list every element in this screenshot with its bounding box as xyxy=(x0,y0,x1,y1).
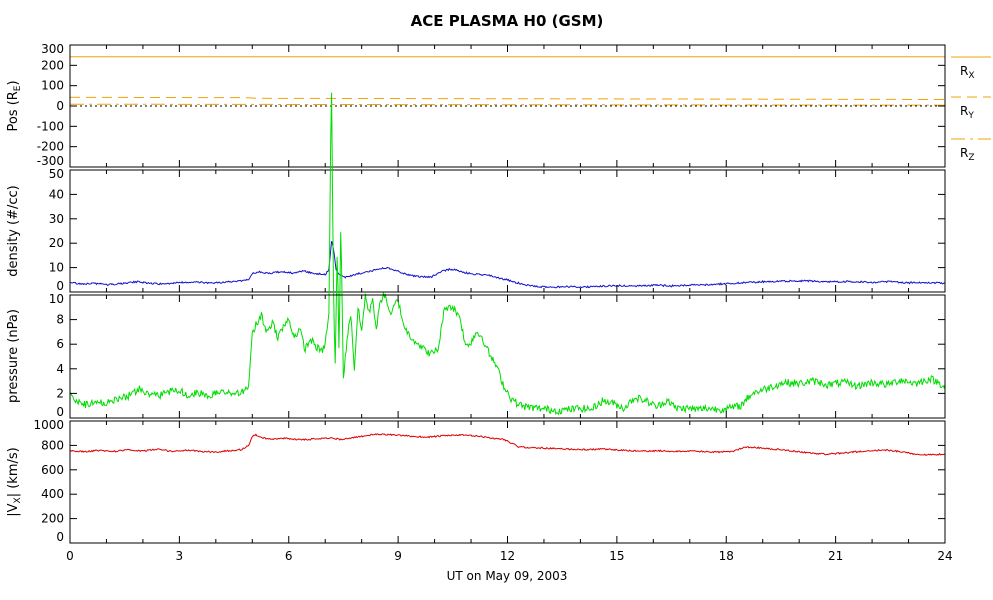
y-axis-label-speed: |VX| (km/s) xyxy=(6,447,23,516)
series-density xyxy=(70,241,945,289)
ylabel-post: | (km/s) xyxy=(6,447,21,497)
legend-sub: Z xyxy=(968,153,974,163)
y-tick-label: 4 xyxy=(56,362,64,376)
panel-speed: 0 200 400 600 800 1000 0 3 6 9 12 15 18 21 24 xyxy=(33,418,952,563)
x-axis-label: UT on May 09, 2003 xyxy=(447,569,568,583)
x-tick-label: 24 xyxy=(937,549,952,563)
legend-pre: R xyxy=(960,104,968,118)
panel-position: -300-200 -100 0 100 200 300 xyxy=(37,42,946,168)
y-tick-label: 800 xyxy=(41,438,64,452)
x-tick-label: 12 xyxy=(500,549,515,563)
legend-pre: R xyxy=(960,146,968,160)
y-tick-label: 200 xyxy=(41,58,64,72)
series-pressure xyxy=(70,92,945,416)
ylabel-pre: |V xyxy=(6,503,21,516)
legend-label-ry: RY xyxy=(960,104,974,121)
y-tick-label: 6 xyxy=(56,337,64,351)
y-tick-label: 50 xyxy=(49,167,64,181)
y-tick-label: 2 xyxy=(56,386,64,400)
x-tick-label: 3 xyxy=(176,549,184,563)
y-tick-label: 100 xyxy=(41,79,64,93)
y-tick-label: 300 xyxy=(41,42,64,56)
series-R_Y xyxy=(70,96,945,100)
y-tick-label: 8 xyxy=(56,313,64,327)
y-tick-label: -300 xyxy=(37,154,64,168)
y-axis-label-pressure: pressure (nPa) xyxy=(6,309,21,403)
y-axis-label-density: density (#/cc) xyxy=(6,185,21,277)
x-tick-label: 21 xyxy=(828,549,843,563)
x-tick-label: 18 xyxy=(719,549,734,563)
y-tick-label: 600 xyxy=(41,463,64,477)
ylabel-pre: Pos (R xyxy=(6,91,21,131)
legend-label-rx: RX xyxy=(960,64,975,81)
y-tick-label: 1000 xyxy=(33,418,64,432)
x-tick-label: 6 xyxy=(285,549,293,563)
ylabel-pre: pressure (nPa) xyxy=(6,309,21,403)
ylabel-post: ) xyxy=(6,80,21,85)
panel-pressure: 0 2 4 6 8 10 xyxy=(49,92,946,419)
y-tick-label: 0 xyxy=(56,530,64,544)
y-tick-label: 20 xyxy=(49,236,64,250)
y-tick-label: 10 xyxy=(49,292,64,306)
x-tick-label: 15 xyxy=(609,549,624,563)
y-tick-label: 40 xyxy=(49,187,64,201)
panel-box xyxy=(69,294,946,419)
chart-title: ACE PLASMA H0 (GSM) xyxy=(411,12,604,30)
panel-density: 0 10 20 30 40 50 xyxy=(49,167,946,293)
legend-label-rz: RZ xyxy=(960,146,975,163)
y-tick-label: 400 xyxy=(41,487,64,501)
ylabel-pre: density (#/cc) xyxy=(6,185,21,277)
panel-box xyxy=(69,169,946,293)
y-tick-label: 200 xyxy=(41,512,64,526)
series-R_Z xyxy=(70,103,945,106)
y-tick-label: 10 xyxy=(49,261,64,275)
x-tick-label: 0 xyxy=(66,549,74,563)
legend-sub: Y xyxy=(967,111,974,121)
y-tick-label: 30 xyxy=(49,212,64,226)
y-axis-label-position: Pos (RE) xyxy=(6,80,23,131)
ylabel-sub: E xyxy=(13,85,23,91)
legend-pre: R xyxy=(960,64,968,78)
y-tick-label: -200 xyxy=(37,140,64,154)
y-tick-label: -100 xyxy=(37,119,64,133)
ylabel-sub: X xyxy=(13,497,23,503)
x-tick-label: 9 xyxy=(394,549,402,563)
y-tick-label: 0 xyxy=(56,279,64,293)
y-tick-label: 0 xyxy=(56,405,64,419)
series-speed xyxy=(70,433,945,457)
legend-sub: X xyxy=(968,71,974,81)
panel-box xyxy=(69,420,946,544)
y-tick-label: 0 xyxy=(56,99,64,113)
